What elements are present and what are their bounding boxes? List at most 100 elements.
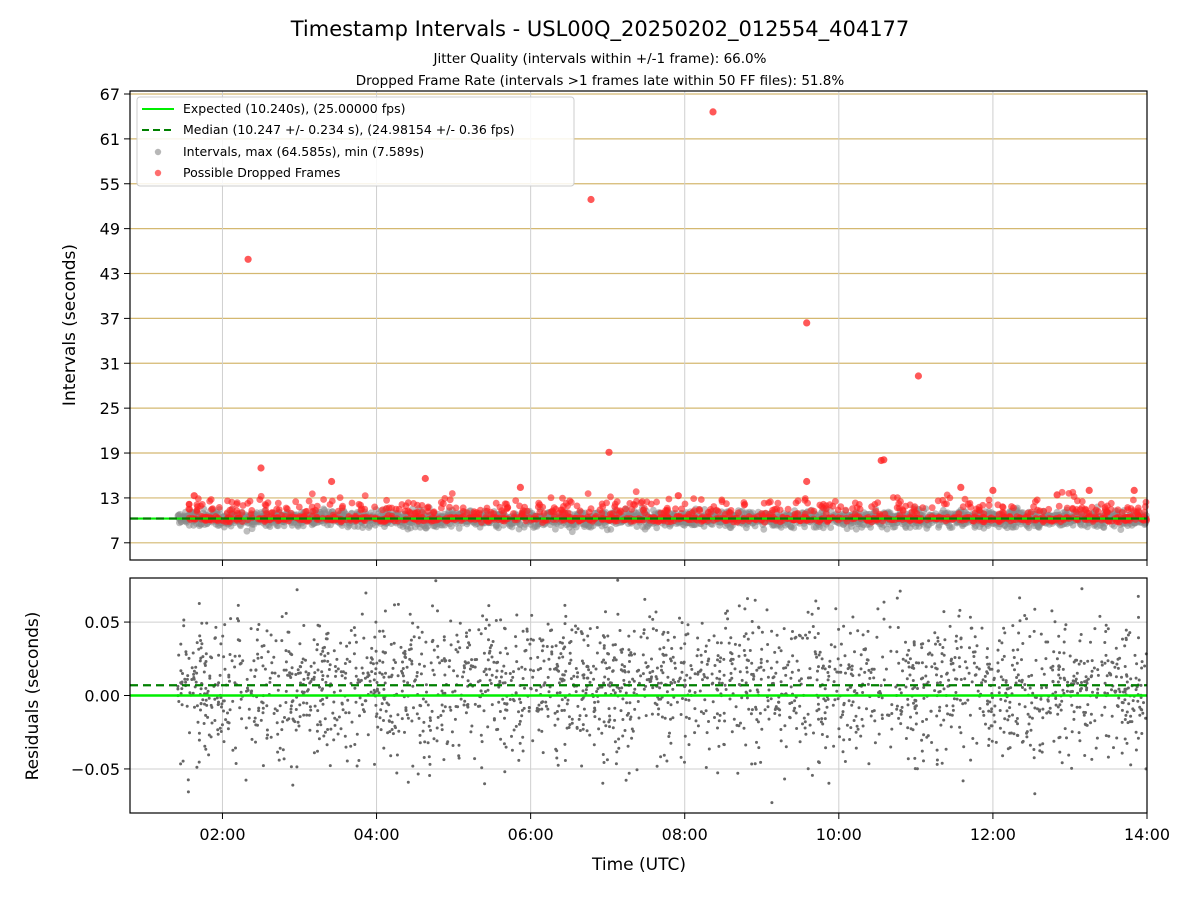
residual-point: [298, 642, 302, 646]
dropped-frame-point: [424, 503, 432, 511]
residual-point: [406, 780, 410, 784]
dropped-frame-point: [1078, 498, 1086, 505]
residual-point: [648, 671, 652, 675]
residual-point: [897, 716, 901, 720]
dropped-frame-point: [959, 503, 967, 511]
dropped-frame-point: [539, 503, 547, 511]
residual-point: [302, 690, 306, 694]
dropped-frame-outlier: [244, 255, 252, 263]
residual-point: [620, 663, 624, 667]
dropped-frame-point: [906, 501, 914, 509]
residual-point: [436, 609, 439, 613]
residual-point: [275, 721, 279, 725]
residual-point: [345, 759, 349, 763]
residual-point: [482, 709, 486, 713]
residual-point: [749, 712, 753, 716]
residual-point: [987, 709, 991, 713]
residual-point: [220, 723, 224, 727]
residual-point: [548, 667, 552, 671]
residual-point: [565, 726, 569, 730]
residual-point: [555, 756, 559, 760]
residual-point: [424, 700, 428, 704]
residual-point: [332, 738, 336, 742]
residual-point: [312, 638, 316, 642]
residual-point: [179, 642, 183, 646]
residual-point: [667, 735, 671, 738]
dropped-frame-point: [383, 496, 390, 504]
residual-point: [269, 633, 273, 637]
residual-point: [1076, 691, 1080, 695]
dropped-frame-point: [707, 508, 715, 516]
dropped-frame-point: [561, 509, 568, 516]
interval-point: [552, 525, 559, 533]
residual-point: [224, 718, 228, 722]
residual-point: [1026, 712, 1030, 716]
residual-point: [669, 741, 673, 745]
residual-point: [400, 689, 404, 693]
residual-point: [760, 727, 764, 731]
residual-point: [1110, 688, 1113, 692]
residual-point: [438, 661, 442, 665]
residual-point: [382, 687, 386, 691]
residual-point: [563, 603, 567, 607]
residual-point: [427, 755, 431, 759]
residual-point: [793, 699, 797, 703]
residual-point: [473, 665, 477, 669]
dropped-frame-outlier: [190, 492, 198, 500]
residual-point: [617, 746, 621, 750]
residual-point: [627, 670, 631, 674]
residual-point: [296, 668, 300, 672]
residual-point: [986, 702, 989, 706]
dropped-frame-point: [767, 498, 774, 506]
residual-point: [1079, 633, 1083, 636]
residual-point: [403, 655, 407, 659]
residual-point: [487, 623, 491, 627]
residual-point: [588, 680, 592, 684]
residual-point: [804, 732, 808, 736]
residual-point: [734, 705, 738, 709]
residual-point: [954, 639, 958, 643]
dropped-frame-point: [584, 490, 592, 497]
residual-point: [841, 710, 845, 714]
residual-point: [1044, 686, 1048, 689]
dropped-frame-point: [320, 496, 327, 503]
residual-point: [1072, 717, 1076, 721]
residual-point: [289, 710, 293, 714]
residual-point: [499, 618, 503, 622]
interval-point: [852, 525, 860, 533]
dropped-frame-point: [299, 516, 306, 524]
dropped-frame-point: [573, 502, 581, 510]
dropped-frame-point: [336, 494, 344, 501]
residual-point: [239, 690, 243, 694]
residual-point: [942, 718, 946, 722]
residual-point: [934, 642, 937, 646]
residual-point: [260, 644, 264, 648]
residual-point: [469, 730, 473, 734]
residual-point: [1124, 636, 1128, 640]
residual-point: [963, 701, 967, 705]
residual-point: [228, 708, 232, 712]
residual-point: [199, 708, 202, 712]
residual-point: [700, 660, 704, 664]
residual-point: [361, 671, 365, 675]
residual-point: [924, 665, 928, 669]
residual-point: [1117, 696, 1121, 700]
residual-point: [238, 706, 242, 710]
residual-point: [194, 680, 198, 684]
residual-point: [779, 680, 783, 684]
residual-point: [959, 731, 963, 735]
residual-point: [514, 644, 518, 648]
dropped-frame-point: [665, 495, 673, 503]
dropped-frame-point: [446, 503, 453, 511]
residual-point: [873, 719, 877, 723]
residual-point: [715, 676, 719, 680]
residual-point: [1032, 748, 1036, 751]
residual-point: [1008, 700, 1012, 704]
residual-point: [1140, 732, 1144, 735]
dropped-frame-point: [647, 500, 655, 508]
residual-point: [250, 689, 254, 693]
residual-point: [1089, 712, 1093, 716]
dropped-frame-outlier: [989, 486, 997, 494]
residual-point: [1040, 667, 1044, 671]
residual-point: [382, 746, 386, 750]
